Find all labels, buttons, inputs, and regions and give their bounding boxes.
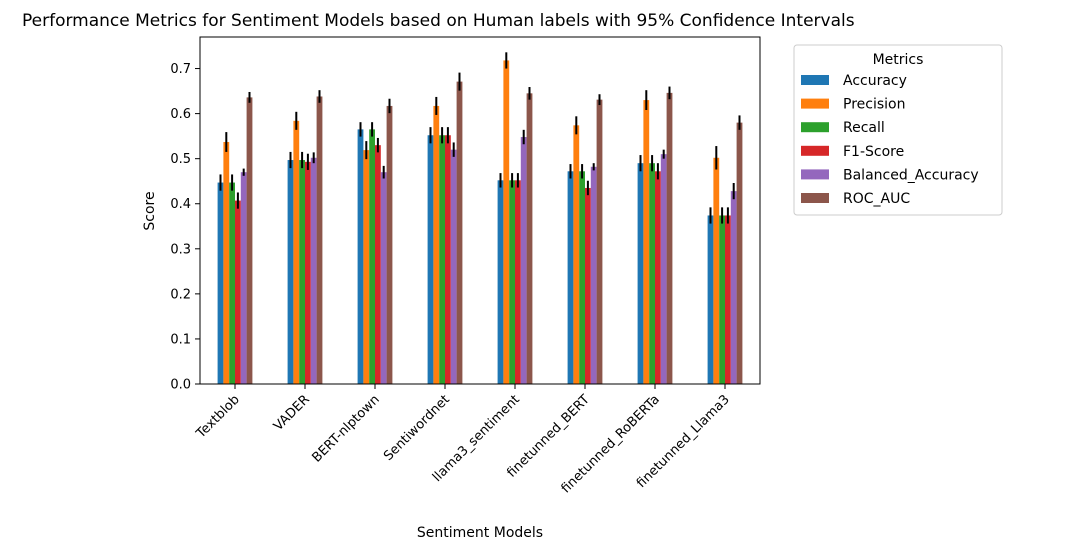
y-tick-label: 0.4 — [170, 197, 191, 212]
legend-label-balanced-accuracy: Balanced_Accuracy — [843, 167, 979, 183]
bar-roc-auc — [316, 96, 323, 385]
bar-precision — [363, 150, 370, 384]
legend-swatch-recall — [801, 122, 829, 133]
bar-balanced-accuracy — [380, 172, 387, 384]
x-tick-label: VADER — [271, 392, 313, 434]
bar-recall — [439, 135, 445, 384]
bar-precision — [713, 157, 720, 384]
bar-roc-auc — [596, 99, 603, 384]
bar-f1-score — [375, 145, 381, 384]
bar-precision — [503, 60, 510, 385]
bar-precision — [643, 100, 650, 384]
bar-f1-score — [445, 135, 451, 384]
bar-roc-auc — [386, 105, 393, 384]
y-tick-label: 0.6 — [170, 107, 191, 122]
bar-recall — [509, 180, 515, 384]
y-tick-label: 0.2 — [170, 287, 191, 302]
bar-accuracy — [427, 135, 434, 384]
bar-f1-score — [585, 187, 591, 384]
bar-f1-score — [305, 161, 311, 384]
y-tick-label: 0.7 — [170, 62, 191, 77]
bar-precision — [433, 105, 440, 384]
legend-label-accuracy: Accuracy — [843, 73, 907, 89]
legend-label-f1-score: F1-Score — [843, 144, 904, 160]
bar-accuracy — [357, 129, 364, 384]
bar-accuracy — [707, 215, 714, 384]
legend-swatch-roc-auc — [801, 193, 829, 203]
bar-accuracy — [637, 163, 644, 384]
legend-label-recall: Recall — [843, 120, 885, 136]
bar-balanced-accuracy — [660, 154, 667, 384]
y-tick-label: 0.5 — [170, 152, 191, 167]
x-tick-label: Textblob — [193, 392, 243, 442]
x-tick-label: BERT-nlptown — [310, 392, 383, 465]
bar-roc-auc — [456, 81, 463, 385]
bar-recall — [579, 171, 585, 384]
x-axis: Textblob VADERBERT-nlptownSentiwordnetlla… — [193, 384, 733, 496]
x-tick-label: Sentiwordnet — [381, 392, 453, 464]
bar-f1-score — [515, 180, 521, 384]
bar-precision — [223, 142, 230, 384]
y-tick-label: 0.1 — [170, 332, 191, 347]
legend-swatch-accuracy — [801, 75, 829, 85]
bar-balanced-accuracy — [450, 149, 457, 384]
legend-swatch-f1-score — [801, 145, 829, 156]
bar-balanced-accuracy — [310, 157, 317, 384]
bar-precision — [573, 125, 580, 384]
bar-accuracy — [287, 160, 294, 384]
y-tick-label: 0.3 — [170, 242, 191, 257]
bar-roc-auc — [736, 122, 743, 385]
y-tick-label: 0.0 — [170, 378, 191, 393]
legend-label-precision: Precision — [843, 97, 905, 113]
bar-f1-score — [655, 171, 661, 384]
bar-balanced-accuracy — [590, 166, 597, 384]
bar-roc-auc — [526, 93, 533, 384]
legend: Metrics Accuracy Precision Recall F1-Score Ba… — [793, 44, 1003, 216]
bar-recall — [369, 129, 375, 384]
bar-recall — [719, 215, 725, 384]
bar-precision — [293, 120, 300, 384]
legend-box — [793, 44, 1003, 216]
bar-accuracy — [497, 180, 504, 384]
legend-label-roc-auc: ROC_AUC — [843, 191, 910, 207]
legend-swatch-balanced-accuracy — [801, 169, 829, 180]
bar-accuracy — [567, 171, 574, 384]
x-axis-label: Sentiment Models — [417, 525, 543, 541]
plot-frame — [199, 36, 761, 385]
bar-f1-score — [725, 215, 731, 384]
bar-recall — [299, 160, 305, 384]
plot-area — [199, 36, 761, 385]
chart-title: Performance Metrics for Sentiment Models… — [22, 11, 855, 31]
bar-recall — [649, 163, 655, 384]
bar-roc-auc — [246, 97, 253, 384]
y-axis: 0.0 0.1 0.2 0.3 0.4 0.5 0.6 0.7 — [170, 62, 200, 393]
bar-balanced-accuracy — [730, 191, 737, 384]
bar-balanced-accuracy — [240, 172, 247, 384]
bar-accuracy — [217, 182, 224, 384]
bar-roc-auc — [666, 92, 673, 384]
legend-swatch-precision — [801, 98, 829, 109]
bar-f1-score — [235, 200, 241, 384]
legend-title: Metrics — [873, 52, 924, 68]
bar-recall — [229, 182, 235, 384]
y-axis-label: Score — [142, 191, 158, 230]
bar-balanced-accuracy — [520, 137, 527, 384]
